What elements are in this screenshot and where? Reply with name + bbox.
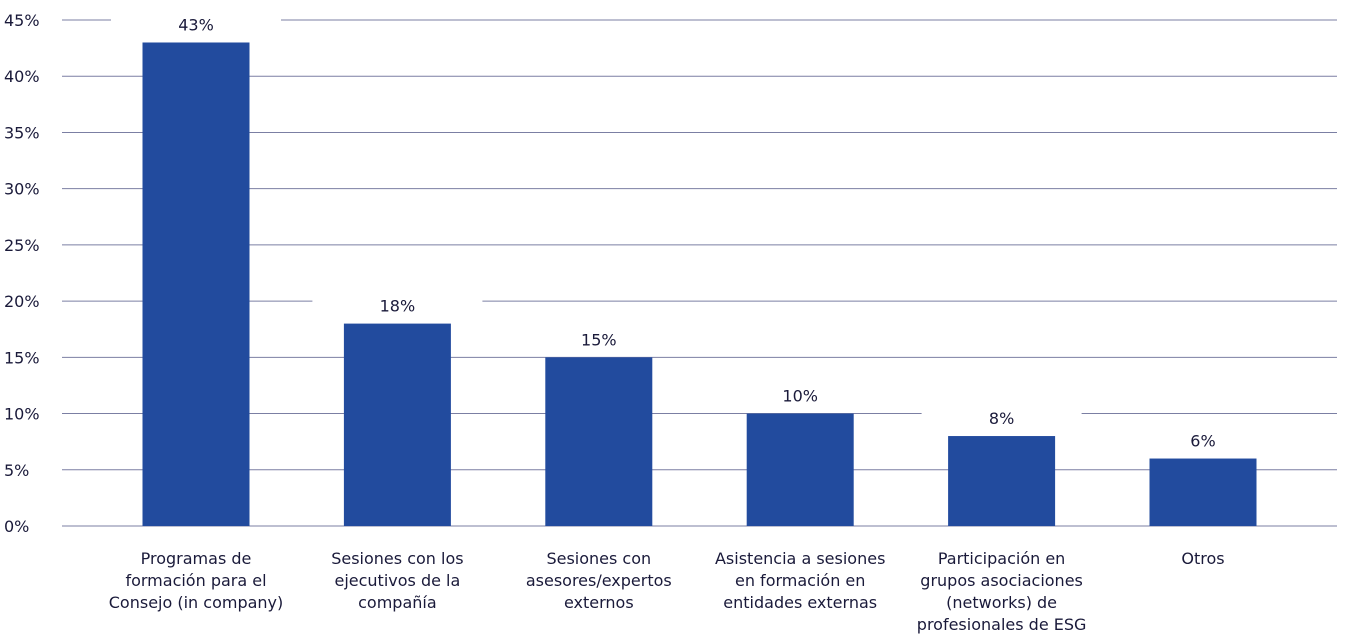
data-label: 18% [380,297,416,316]
y-tick-label: 25% [4,236,40,255]
y-tick-label: 10% [4,405,40,424]
y-tick-label: 40% [4,67,40,86]
bar [343,323,451,526]
category-label-line: compañía [358,593,437,612]
category-label-line: Participación en [938,549,1065,568]
category-label: Asistencia a sesiones en formación en enti… [715,549,885,612]
data-labels: 43% 18% 15% 10% 8% 6% [111,10,1283,453]
data-label-background [715,381,886,408]
y-axis-tick-labels: 0% 5% 10% 15% 20% 25% 30% 35% 40% 45% [4,11,40,536]
category-label-line: Sesiones con [546,549,651,568]
category-label-line: grupos asociaciones [920,571,1083,590]
data-label-background [111,10,281,37]
y-tick-label: 5% [4,461,29,480]
bar [746,413,854,526]
bars [142,42,1257,526]
category-label-line: Otros [1181,549,1224,568]
bar [948,436,1056,526]
category-label-line: (networks) de [946,593,1057,612]
bar [142,42,250,526]
category-label-line: Sesiones con los [331,549,463,568]
category-label: Otros [1181,549,1224,568]
data-label: 8% [989,409,1014,428]
category-label: Programas de formación para el Consejo (in… [109,549,284,612]
data-label: 43% [178,15,214,34]
category-label: Participación en grupos asociaciones (netw… [917,549,1087,634]
category-label-line: Programas de [141,549,252,568]
y-tick-label: 35% [4,123,40,142]
data-label-background [921,404,1082,431]
category-label-line: Consejo (in company) [109,593,284,612]
category-label-line: profesionales de ESG [917,615,1087,634]
category-label-line: ejecutivos de la [334,571,460,590]
y-tick-label: 15% [4,348,40,367]
category-label: Sesiones con asesores/expertos externos [526,549,672,612]
category-label-line: Asistencia a sesiones [715,549,885,568]
data-label-background [1123,426,1283,453]
y-tick-label: 30% [4,180,40,199]
data-label: 6% [1190,432,1215,451]
y-tick-label: 45% [4,11,40,30]
data-label-background [312,291,483,318]
category-label: Sesiones con los ejecutivos de la compañía [331,549,463,612]
category-label-line: entidades externas [723,593,877,612]
category-label-line: externos [564,593,634,612]
gridlines [62,19,1337,527]
bar [1149,458,1257,526]
y-tick-label: 20% [4,292,40,311]
category-label-line: asesores/expertos [526,571,672,590]
y-tick-label: 0% [4,517,29,536]
data-label: 15% [581,330,617,349]
category-label-line: en formación en [735,571,865,590]
bar [545,357,653,526]
category-labels: Programas de formación para el Consejo (in… [109,549,1225,634]
data-label-background [513,325,684,352]
category-label-line: formación para el [125,571,266,590]
data-label: 10% [782,387,818,406]
